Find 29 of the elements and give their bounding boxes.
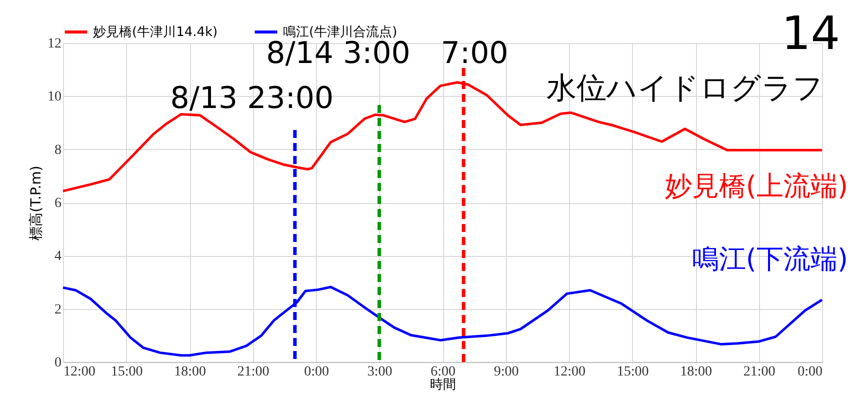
y-tick-label: 10	[48, 90, 62, 105]
legend-label: 妙見橋(牛津川14.4k)	[93, 25, 218, 40]
ref-line-label: 7:00	[440, 36, 508, 71]
y-tick-label: 4	[54, 249, 62, 264]
x-tick-label: 12:00	[554, 364, 586, 380]
y-tick-label: 12	[48, 36, 62, 52]
y-tick-label: 0	[54, 356, 62, 370]
x-tick-label: 15:00	[110, 364, 143, 380]
y-tick-label: 8	[54, 142, 62, 158]
x-tick-label: 18:00	[680, 364, 712, 380]
annotation: 鳴江(下流端)	[692, 244, 848, 275]
x-tick-label: 18:00	[174, 364, 206, 380]
x-tick-label: 0:00	[304, 364, 329, 380]
x-tick-label: 21:00	[743, 364, 776, 380]
annotation: 水位ハイドログラフ	[546, 71, 824, 106]
x-tick-label: 15:00	[616, 364, 649, 380]
annotation: 妙見橋(上流端)	[664, 171, 848, 202]
x-tick-label: 21:00	[237, 364, 270, 380]
y-tick-label: 2	[54, 302, 62, 318]
x-tick-label: 12:00	[64, 364, 96, 380]
x-tick-label: 9:00	[494, 364, 519, 380]
legend-label: 鳴江(牛津川合流点)	[283, 24, 398, 40]
y-tick-label: 6	[54, 196, 62, 211]
x-axis-title: 時間	[430, 378, 456, 392]
ref-line-label: 8/13 23:00	[170, 81, 334, 116]
x-tick-label: 3:00	[367, 364, 392, 380]
x-tick-label: 0:00	[798, 364, 822, 380]
annotation: 14	[781, 6, 840, 60]
y-axis-title: 標高(T.P.m)	[28, 166, 44, 240]
